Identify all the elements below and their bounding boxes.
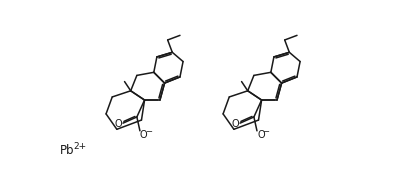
Text: O: O [257,130,265,140]
Text: Pb: Pb [60,144,74,157]
Text: O: O [231,119,239,129]
Text: 2+: 2+ [73,142,86,151]
Text: −: − [145,127,152,136]
Text: O: O [140,130,148,140]
Text: −: − [262,127,269,136]
Text: O: O [115,119,122,129]
